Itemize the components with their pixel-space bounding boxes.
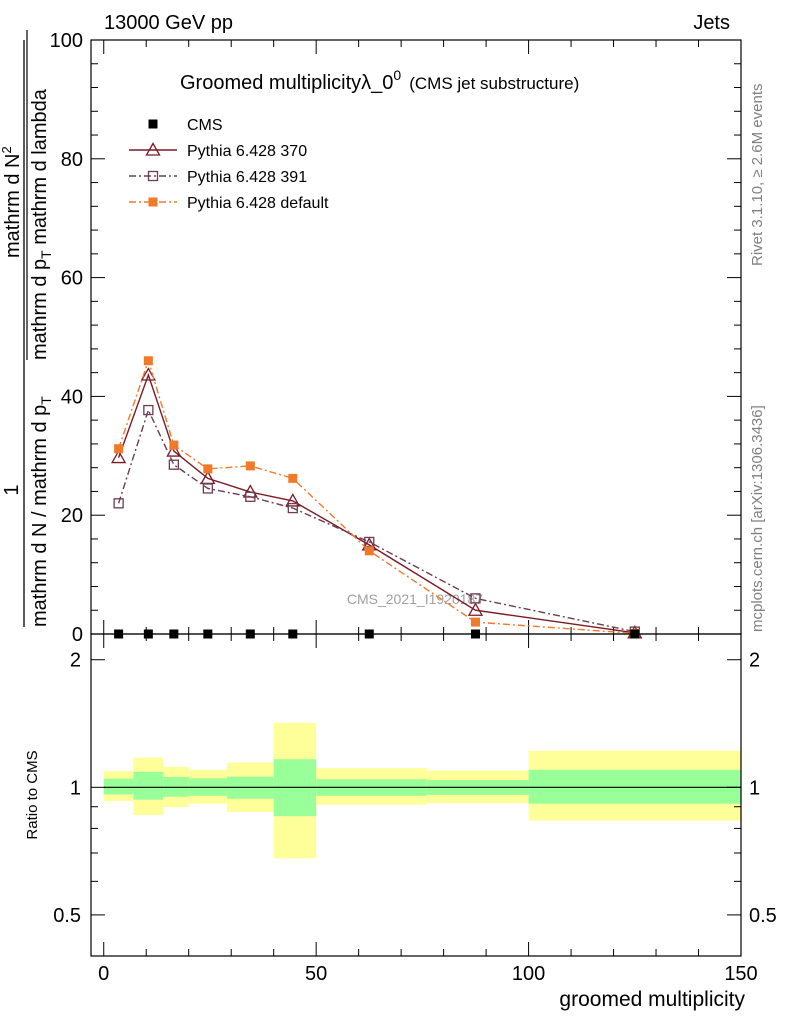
ylabel-denominator: mathrm d N / mathrm d pT (29, 396, 54, 627)
legend-item: CMS (148, 117, 223, 134)
data-point (288, 473, 298, 483)
ratio-x-tick-label: 0 (98, 963, 109, 985)
analysis-watermark: CMS_2021_I1920187 (347, 591, 483, 607)
data-point (114, 444, 124, 454)
header-energy-label: 13000 GeV pp (104, 12, 233, 34)
header-process-label: Jets (693, 12, 730, 34)
legend-item: Pythia 6.428 370 (129, 142, 307, 160)
legend-label: Pythia 6.428 391 (187, 169, 307, 186)
data-point (143, 404, 154, 416)
ratio-y-tick-label-right: 0.5 (749, 905, 777, 927)
data-point (287, 502, 298, 514)
main-title-text: Groomed multiplicityλ_0 (180, 72, 393, 94)
ratio-inner-band (103, 778, 134, 795)
series-line (117, 408, 635, 633)
data-point (470, 617, 480, 627)
main-y-tick-label: 0 (72, 624, 83, 646)
series-pythia-6-428-391 (113, 404, 640, 637)
legend: CMS Pythia 6.428 370 Pythia 6.428 391 Pythi… (129, 117, 329, 212)
data-point (245, 461, 255, 471)
legend-item: Pythia 6.428 default (129, 195, 329, 212)
data-point (166, 443, 182, 457)
ylabel-right-den-sub: T (38, 250, 54, 259)
legend-marker (148, 197, 158, 207)
series-line (117, 358, 635, 635)
main-title-superscript: 0 (393, 67, 401, 83)
data-point (169, 440, 179, 450)
data-point (245, 491, 256, 502)
ylabel-right-sup: 2 (0, 146, 14, 153)
data-point (470, 593, 481, 604)
main-y-tick-label: 40 (61, 386, 83, 408)
ratio-ylabel: Ratio to CMS (24, 750, 41, 839)
data-point (111, 449, 127, 464)
legend-label: CMS (187, 117, 223, 134)
ratio-y-tick-label-left: 1 (70, 777, 81, 799)
data-point (202, 483, 213, 494)
ratio-y-ticks: 0.5 0.5 1 1 2 2 (53, 650, 777, 927)
legend-marker (147, 170, 159, 182)
data-point (467, 602, 484, 616)
mcplots-label: mcplots.cern.ch [arXiv:1306.3436] (749, 405, 766, 632)
main-title-subtitle: (CMS jet substructure) (409, 74, 579, 93)
data-point (364, 546, 374, 556)
ylabel-numerator: 1 (1, 484, 23, 495)
main-x-ticks (103, 40, 742, 634)
data-point (113, 498, 124, 509)
ratio-y-tick-label-right: 1 (749, 777, 760, 799)
ratio-x-tick-label: 100 (512, 963, 545, 985)
ylabel-right-numerator: mathrm d N2 (0, 146, 24, 258)
main-title: Groomed multiplicityλ_00 (CMS jet substru… (180, 67, 579, 94)
main-y-ticks: 0 20 40 60 80 100 (50, 30, 741, 646)
legend-label: Pythia 6.428 370 (187, 143, 307, 160)
legend-label: Pythia 6.428 default (187, 195, 329, 212)
legend-marker (148, 119, 158, 129)
data-point (168, 459, 179, 470)
ratio-frame (90, 633, 742, 957)
main-panel: Groomed multiplicityλ_00 (CMS jet substru… (0, 30, 742, 646)
ratio-y-tick-label-right: 2 (749, 650, 760, 672)
main-y-tick-label: 100 (50, 30, 83, 52)
ylabel-right-denominator: mathrm d pT mathrm d lambda (29, 88, 54, 360)
data-point (285, 493, 301, 507)
ratio-bands (103, 722, 741, 859)
main-y-tick-label: 60 (61, 268, 83, 290)
legend-marker (145, 142, 161, 156)
main-y-tick-label: 20 (61, 505, 83, 527)
data-point (140, 367, 156, 381)
ratio-x-ticks: 0 50 100 150 (98, 634, 758, 985)
ratio-x-tick-label: 150 (724, 963, 757, 985)
ratio-xlabel: groomed multiplicity (559, 988, 745, 1011)
ratio-panel: 0.5 0.5 1 1 2 2 0 50 100 150 Ratio to CMS groome… (24, 633, 777, 1011)
ratio-y-tick-label-left: 2 (70, 650, 81, 672)
ylabel-right-den-text: mathrm d p (29, 259, 51, 360)
ylabel-denominator-sub: T (38, 396, 54, 405)
ratio-y-tick-label-left: 0.5 (53, 905, 81, 927)
ratio-inner-band (133, 771, 164, 800)
main-y-tick-label: 80 (61, 149, 83, 171)
rivet-version-label: Rivet 3.1.10, ≥ 2.6M events (749, 84, 766, 267)
legend-item: Pythia 6.428 391 (129, 169, 307, 186)
ratio-x-tick-label: 50 (305, 963, 327, 985)
ylabel-right-tail: mathrm d lambda (29, 88, 51, 250)
ylabel-right-part: mathrm d N (2, 154, 24, 258)
data-point (203, 464, 213, 474)
data-point (143, 356, 153, 366)
main-ylabel: 1 mathrm d N / mathrm d pT mathrm d N2 m… (0, 30, 54, 627)
ylabel-denominator-text: mathrm d N / mathrm d p (29, 405, 51, 627)
